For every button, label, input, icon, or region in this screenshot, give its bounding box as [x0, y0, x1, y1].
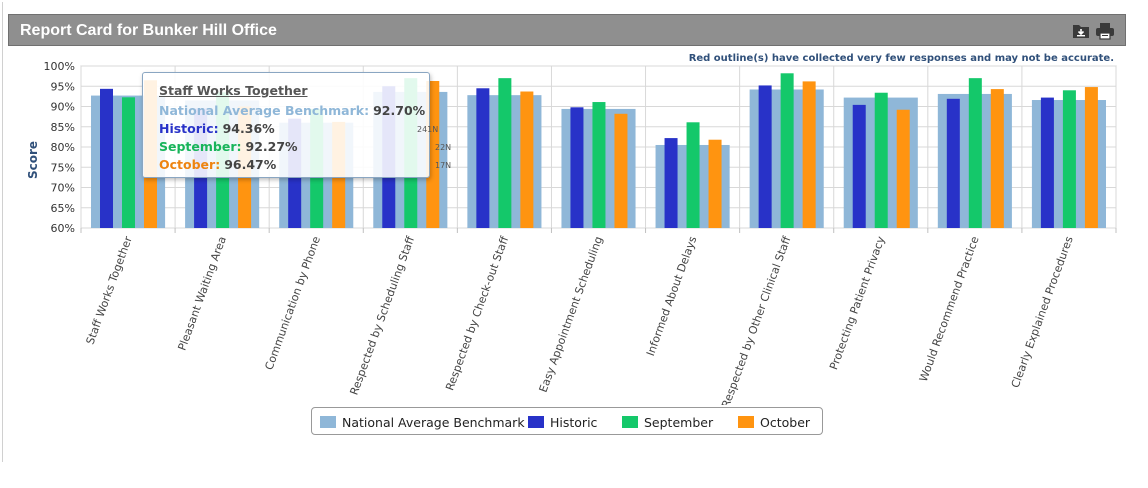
bar-september[interactable]: [122, 97, 135, 228]
x-tick-label: Respected by Scheduling Staff: [347, 234, 417, 397]
legend-swatch: [738, 416, 754, 428]
y-tick-label: 80%: [51, 141, 75, 154]
y-tick-label: 70%: [51, 182, 75, 195]
tooltip-count: 241N: [417, 125, 439, 134]
legend-label: Historic: [550, 414, 598, 430]
tooltip-value: 94.36%: [222, 121, 275, 136]
x-tick-label: Respected by Other Clinical Staff: [719, 234, 793, 405]
download-button[interactable]: [1071, 21, 1091, 41]
tooltip-count: 22N: [435, 143, 452, 152]
tooltip-value: 92.70%: [373, 103, 426, 118]
bar-historic[interactable]: [1040, 97, 1054, 228]
y-tick-label: 75%: [51, 161, 75, 174]
bar-historic[interactable]: [946, 98, 960, 229]
x-tick-label: Pleasant Waiting Area: [176, 235, 229, 353]
legend-label: October: [760, 414, 811, 430]
tooltip-value: 96.47%: [224, 157, 277, 172]
legend-item-benchmark[interactable]: National Average Benchmark: [320, 414, 525, 430]
x-tick-label: Staff Works Together: [84, 234, 135, 346]
bar-october[interactable]: [520, 91, 534, 228]
legend-swatch: [320, 416, 336, 428]
tooltip-row-benchmark: National Average Benchmark: 92.70%: [159, 102, 429, 120]
bar-september[interactable]: [1062, 90, 1076, 228]
bar-historic[interactable]: [852, 104, 866, 228]
bar-september[interactable]: [780, 73, 794, 228]
x-tick-label: Protecting Patient Privacy: [827, 234, 888, 371]
legend: National Average Benchmark Historic Sept…: [311, 407, 823, 435]
x-tick-label: Would Recommend Practice: [917, 234, 982, 383]
low-response-notice: Red outline(s) have collected very few r…: [688, 53, 1114, 64]
tooltip-row-september: September: 92.27% 22N: [159, 138, 451, 156]
bar-september[interactable]: [968, 78, 982, 229]
legend-swatch: [528, 416, 544, 428]
report-panel: [2, 2, 1129, 462]
legend-swatch: [622, 416, 638, 428]
x-tick-label: Informed About Delays: [644, 234, 700, 357]
bar-historic[interactable]: [758, 85, 772, 228]
bar-september[interactable]: [498, 78, 512, 229]
bar-historic[interactable]: [100, 88, 113, 228]
tooltip-count: 17N: [435, 161, 452, 170]
y-axis-label: Score: [26, 141, 40, 179]
x-tick-label: Communication by Phone: [263, 234, 324, 371]
title-bar: Report Card for Bunker Hill Office: [8, 14, 1126, 46]
y-tick-label: 100%: [44, 60, 75, 73]
page-title: Report Card for Bunker Hill Office: [20, 22, 277, 39]
bar-october[interactable]: [802, 81, 816, 228]
bar-september[interactable]: [874, 92, 888, 228]
bar-october[interactable]: [614, 113, 628, 228]
y-tick-label: 95%: [51, 80, 75, 93]
legend-item-september[interactable]: September: [622, 414, 713, 430]
tooltip-row-october: October: 96.47% 17N: [159, 156, 451, 174]
printer-icon: [1096, 23, 1114, 40]
y-tick-label: 60%: [51, 222, 75, 235]
bar-historic[interactable]: [476, 88, 490, 229]
tooltip-label: October:: [159, 157, 221, 172]
y-tick-label: 65%: [51, 202, 75, 215]
print-button[interactable]: [1095, 21, 1115, 41]
bar-september[interactable]: [686, 122, 700, 228]
bar-october[interactable]: [990, 89, 1004, 229]
y-tick-label: 85%: [51, 121, 75, 134]
legend-label: September: [644, 414, 714, 430]
tooltip-label: September:: [159, 139, 242, 154]
download-icon: [1073, 25, 1089, 38]
tooltip-value: 92.27%: [245, 139, 298, 154]
bar-october[interactable]: [1084, 87, 1098, 228]
legend-item-historic[interactable]: Historic: [528, 414, 597, 430]
bar-historic[interactable]: [570, 107, 584, 228]
bar-september[interactable]: [592, 102, 606, 228]
tooltip-label: Historic:: [159, 121, 219, 136]
legend-label: National Average Benchmark: [342, 414, 525, 430]
x-tick-label: Easy Appointment Scheduling: [537, 235, 606, 395]
bar-october[interactable]: [708, 139, 722, 228]
bar-october[interactable]: [896, 109, 910, 228]
tooltip: Staff Works Together National Average Be…: [142, 72, 451, 178]
x-tick-label: Clearly Explained Procedures: [1009, 234, 1076, 389]
tooltip-title: Staff Works Together: [159, 83, 308, 98]
legend-item-october[interactable]: October: [738, 414, 810, 430]
y-tick-label: 90%: [51, 101, 75, 114]
bar-historic[interactable]: [664, 138, 678, 228]
x-tick-label: Respected by Check-out Staff: [443, 234, 511, 392]
tooltip-row-historic: Historic: 94.36% 241N: [159, 120, 438, 138]
tooltip-label: National Average Benchmark:: [159, 103, 370, 118]
